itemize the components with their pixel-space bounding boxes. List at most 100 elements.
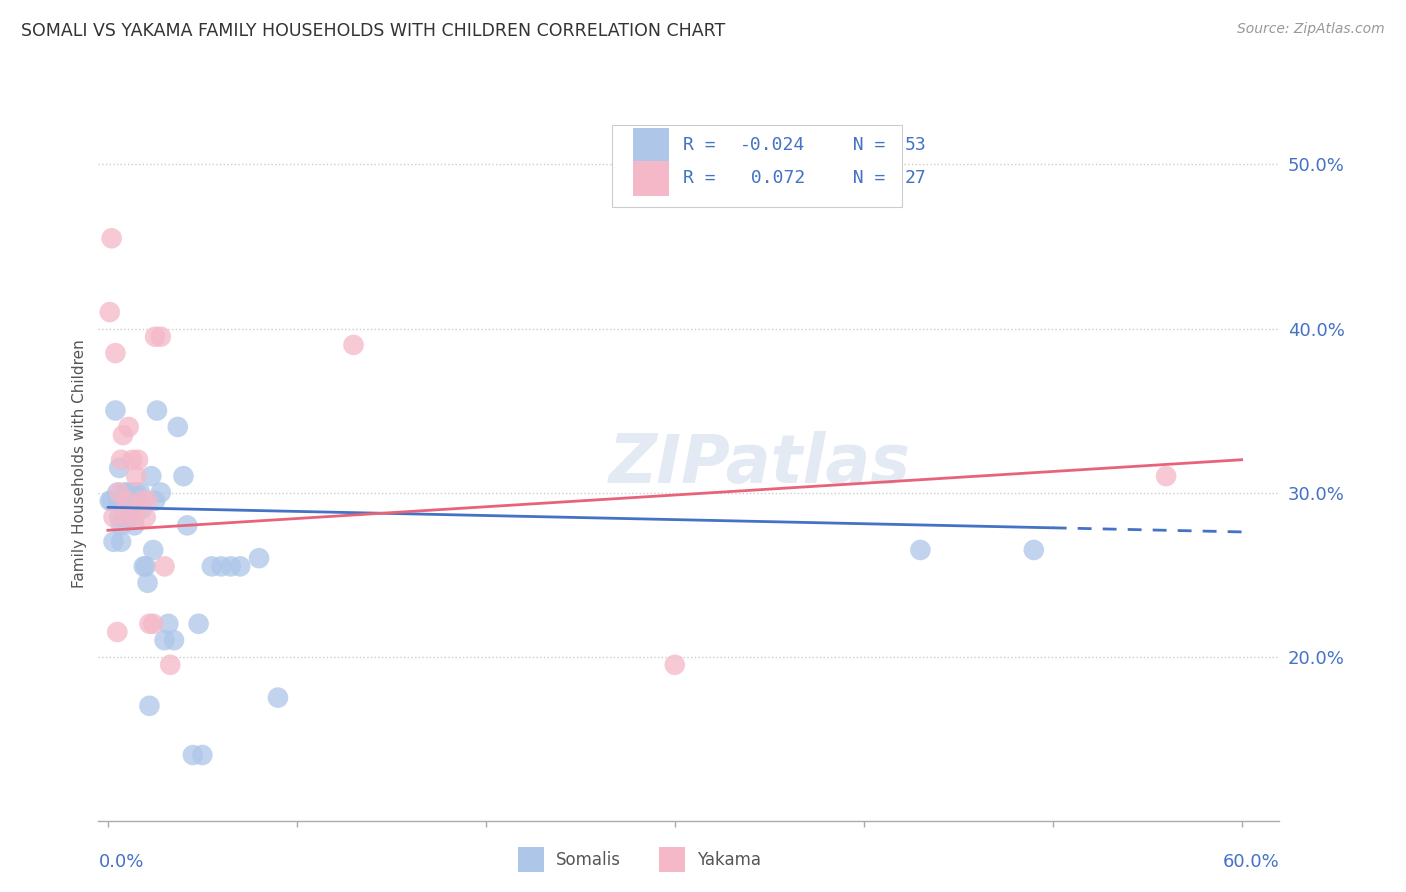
Point (142, 616, 165, 631)
Point (127, 493, 149, 508)
Point (143, 329, 166, 343)
Point (138, 698, 160, 713)
Point (138, 616, 160, 631)
Point (125, 493, 148, 508)
Point (105, 485, 128, 500)
Point (115, 493, 138, 508)
Point (118, 510, 141, 524)
Point (664, 657, 686, 672)
Point (120, 502, 142, 516)
Point (121, 452, 143, 467)
Point (108, 510, 131, 524)
Point (131, 493, 153, 508)
Point (104, 403, 127, 417)
Point (110, 534, 132, 549)
Point (118, 493, 141, 508)
Point (157, 616, 180, 631)
Text: 0.0%: 0.0% (98, 853, 143, 871)
Point (181, 747, 204, 762)
Point (111, 493, 134, 508)
Text: Somalis: Somalis (555, 851, 620, 869)
Point (103, 510, 125, 524)
Point (191, 747, 214, 762)
Text: Source: ZipAtlas.com: Source: ZipAtlas.com (1237, 22, 1385, 37)
Point (105, 625, 128, 640)
Point (267, 690, 290, 705)
Point (105, 493, 128, 508)
Point (110, 518, 132, 533)
FancyBboxPatch shape (612, 125, 901, 207)
Point (141, 469, 163, 483)
Point (146, 403, 169, 417)
Point (121, 485, 143, 500)
Point (136, 575, 159, 590)
Point (129, 485, 152, 500)
Point (98, 305, 121, 319)
Point (127, 452, 149, 467)
Text: N =: N = (831, 169, 896, 187)
Point (132, 559, 155, 574)
Point (143, 493, 166, 508)
Point (910, 543, 932, 558)
Point (111, 493, 134, 508)
Point (108, 485, 131, 500)
Text: ZIPatlas: ZIPatlas (609, 431, 911, 497)
Y-axis label: Family Households with Children: Family Households with Children (72, 340, 87, 588)
Point (201, 559, 224, 574)
Point (142, 543, 165, 558)
Point (98, 493, 121, 508)
Point (135, 510, 157, 524)
Point (110, 452, 132, 467)
Point (163, 633, 186, 648)
Point (187, 616, 209, 631)
Point (159, 657, 181, 672)
Point (114, 510, 136, 524)
Point (124, 518, 146, 533)
Text: R =: R = (683, 136, 727, 153)
Point (131, 502, 153, 516)
Text: Yakama: Yakama (697, 851, 761, 869)
Text: N =: N = (831, 136, 896, 153)
Point (100, 493, 122, 508)
Point (176, 518, 198, 533)
Point (124, 510, 146, 524)
Point (136, 493, 159, 508)
Text: 0.072: 0.072 (740, 169, 806, 187)
Point (247, 551, 270, 566)
Point (100, 231, 122, 245)
Point (114, 510, 136, 524)
Point (104, 346, 127, 360)
Text: 60.0%: 60.0% (1223, 853, 1279, 871)
Point (153, 633, 176, 648)
Text: 53: 53 (905, 136, 927, 153)
Point (125, 485, 148, 500)
Point (229, 559, 252, 574)
Point (115, 485, 138, 500)
Text: R =: R = (683, 169, 737, 187)
Text: SOMALI VS YAKAMA FAMILY HOUSEHOLDS WITH CHILDREN CORRELATION CHART: SOMALI VS YAKAMA FAMILY HOUSEHOLDS WITH … (21, 22, 725, 40)
Point (149, 329, 172, 343)
Point (103, 534, 125, 549)
Point (219, 559, 242, 574)
Point (149, 485, 172, 500)
Text: 27: 27 (905, 169, 927, 187)
Point (135, 559, 157, 574)
Point (114, 485, 136, 500)
Point (118, 420, 141, 434)
Point (166, 420, 188, 434)
Point (1022, 543, 1045, 558)
Point (115, 493, 138, 508)
Point (153, 559, 176, 574)
Point (124, 493, 146, 508)
Point (125, 469, 148, 483)
FancyBboxPatch shape (517, 847, 544, 872)
Point (342, 338, 364, 352)
FancyBboxPatch shape (634, 128, 669, 162)
Point (209, 559, 232, 574)
Point (1154, 469, 1177, 483)
Point (108, 461, 131, 475)
Point (111, 428, 134, 442)
FancyBboxPatch shape (634, 161, 669, 195)
FancyBboxPatch shape (659, 847, 685, 872)
Point (172, 469, 194, 483)
